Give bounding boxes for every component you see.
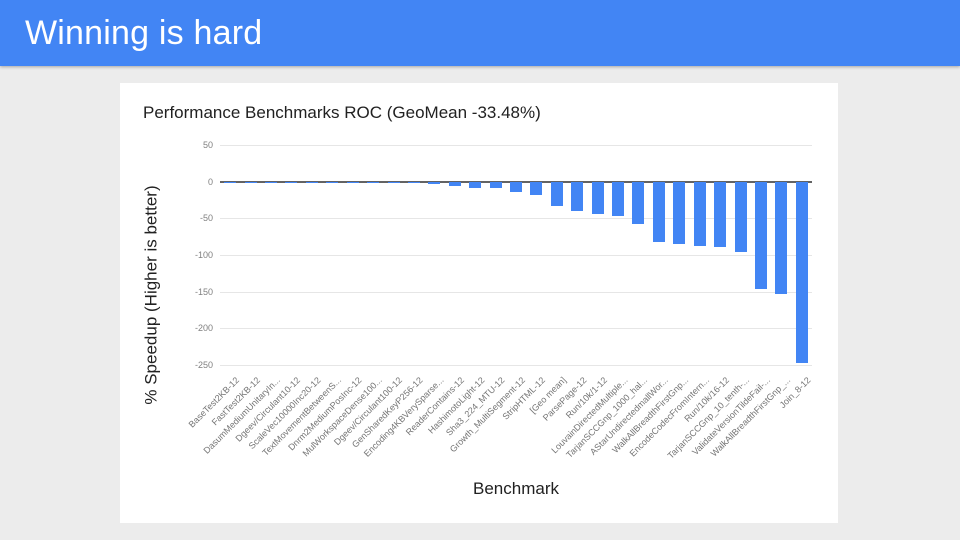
bar [632, 181, 645, 225]
bar [510, 181, 522, 192]
bar [714, 181, 727, 247]
bar [448, 181, 461, 187]
bar [407, 181, 420, 183]
x-axis-labels: BaseTest2KB-12 FastTest2KB-12 DasumMediumU… [187, 371, 813, 471]
gridline [220, 328, 812, 330]
bar [734, 181, 747, 253]
bar [795, 181, 808, 363]
bar [428, 181, 441, 184]
bar [550, 181, 563, 207]
bar [673, 181, 686, 244]
bar [530, 181, 543, 196]
bar [469, 181, 482, 188]
y-tick-label: -100 [194, 250, 213, 260]
bar [387, 181, 400, 183]
gridline [220, 365, 812, 366]
slide-title: Winning is hard [25, 13, 263, 52]
y-tick-label: -250 [194, 360, 213, 370]
gridline [220, 291, 812, 293]
gridline [220, 255, 812, 256]
bar [489, 181, 502, 189]
bar [775, 181, 788, 294]
y-tick-label: -200 [194, 323, 213, 334]
plot-area: 50 0 -50 -100 -150 -200 -250 [195, 141, 812, 370]
y-tick-label: 0 [207, 176, 213, 187]
chart-title: Performance Benchmarks ROC (GeoMean -33.… [143, 103, 541, 122]
bar [693, 181, 706, 247]
bar [754, 181, 767, 290]
bar [591, 181, 604, 215]
bar [571, 181, 584, 211]
bar [652, 181, 665, 242]
gridline [220, 145, 812, 146]
slide-header: Winning is hard [0, 0, 960, 66]
y-tick-label: 50 [202, 140, 213, 150]
bar [612, 181, 625, 216]
gridline [220, 218, 812, 220]
y-tick-label: -50 [199, 213, 213, 224]
x-axis-title: Benchmark [473, 479, 559, 498]
y-tick-label: -150 [194, 286, 213, 297]
chart-card: Performance Benchmarks ROC (GeoMean -33.… [120, 83, 838, 523]
